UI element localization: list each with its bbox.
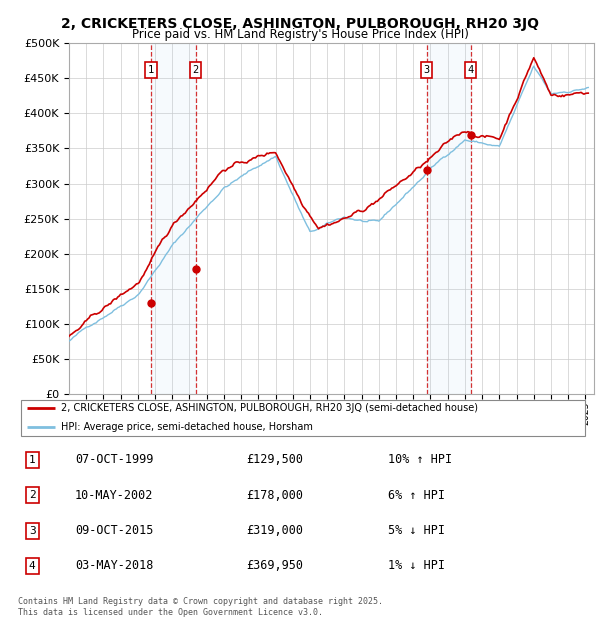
Text: 07-OCT-1999: 07-OCT-1999 (75, 453, 154, 466)
Text: £129,500: £129,500 (246, 453, 303, 466)
Text: 4: 4 (467, 65, 474, 75)
Text: 4: 4 (29, 561, 35, 571)
Text: 10-MAY-2002: 10-MAY-2002 (75, 489, 154, 502)
Text: 09-OCT-2015: 09-OCT-2015 (75, 524, 154, 537)
Text: HPI: Average price, semi-detached house, Horsham: HPI: Average price, semi-detached house,… (61, 422, 313, 433)
Text: 10% ↑ HPI: 10% ↑ HPI (389, 453, 452, 466)
FancyBboxPatch shape (21, 400, 585, 436)
Text: £369,950: £369,950 (246, 559, 303, 572)
Text: 1: 1 (148, 65, 154, 75)
Text: 2, CRICKETERS CLOSE, ASHINGTON, PULBOROUGH, RH20 3JQ (semi-detached house): 2, CRICKETERS CLOSE, ASHINGTON, PULBOROU… (61, 403, 478, 414)
Text: 1% ↓ HPI: 1% ↓ HPI (389, 559, 445, 572)
Text: £178,000: £178,000 (246, 489, 303, 502)
Bar (151, 43, 196, 394)
Text: 1: 1 (29, 455, 35, 465)
Text: 5% ↓ HPI: 5% ↓ HPI (389, 524, 445, 537)
Text: 2: 2 (29, 490, 35, 500)
Text: 3: 3 (424, 65, 430, 75)
Text: 03-MAY-2018: 03-MAY-2018 (75, 559, 154, 572)
Text: Price paid vs. HM Land Registry's House Price Index (HPI): Price paid vs. HM Land Registry's House … (131, 28, 469, 41)
Text: £319,000: £319,000 (246, 524, 303, 537)
Text: 3: 3 (29, 526, 35, 536)
Text: 6% ↑ HPI: 6% ↑ HPI (389, 489, 445, 502)
Text: 2, CRICKETERS CLOSE, ASHINGTON, PULBOROUGH, RH20 3JQ: 2, CRICKETERS CLOSE, ASHINGTON, PULBOROU… (61, 17, 539, 32)
Text: Contains HM Land Registry data © Crown copyright and database right 2025.
This d: Contains HM Land Registry data © Crown c… (18, 598, 383, 617)
Text: 2: 2 (193, 65, 199, 75)
Bar (427, 43, 471, 394)
